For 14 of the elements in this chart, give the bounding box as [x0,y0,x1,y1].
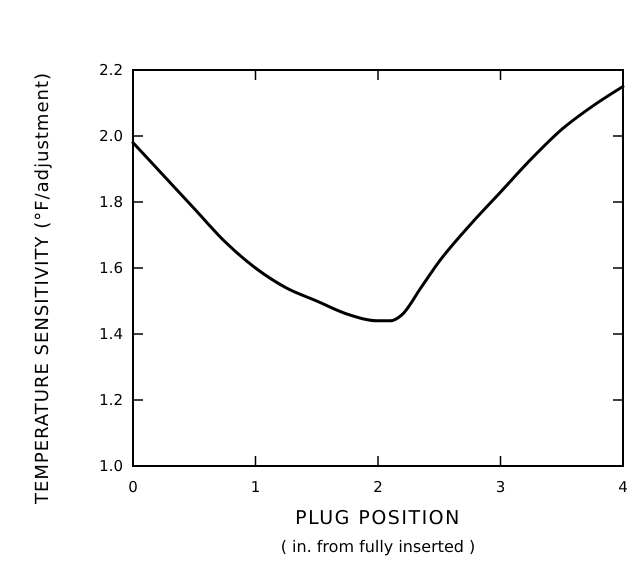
x-tick-label: 2 [373,478,383,496]
x-tick-label: 3 [496,478,506,496]
y-tick-label: 2.2 [99,61,123,79]
x-tick-label: 1 [250,478,260,496]
x-tick-label: 0 [128,478,138,496]
y-axis-title: TEMPERATURE SENSITIVITY (°F/adjustment) [32,72,53,506]
y-tick-label: 1.8 [99,193,123,211]
x-axis-title: PLUG POSITION ( in. from fully inserted ) [280,507,476,556]
x-tick-label: 4 [618,478,628,496]
y-tick-label: 2.0 [99,127,123,145]
y-tick-label: 1.6 [99,259,123,277]
y-tick-label: 1.2 [99,391,123,409]
y-tick-label: 1.0 [99,457,123,475]
y-tick-label: 1.4 [99,325,123,343]
